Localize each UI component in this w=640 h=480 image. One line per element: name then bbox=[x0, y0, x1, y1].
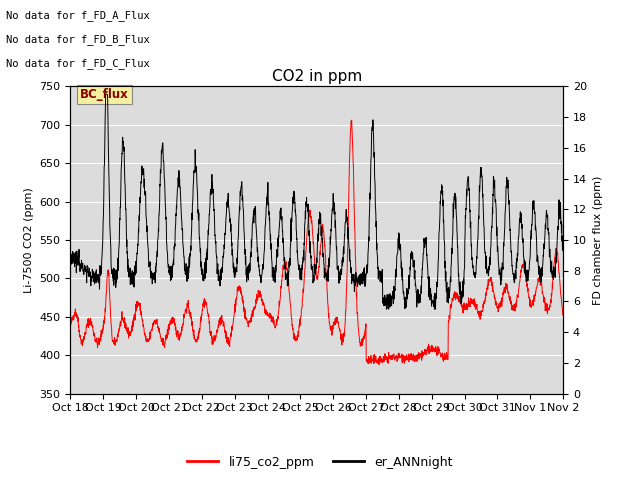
Y-axis label: FD chamber flux (ppm): FD chamber flux (ppm) bbox=[593, 175, 603, 305]
Text: BC_flux: BC_flux bbox=[80, 88, 129, 101]
Text: No data for f_FD_C_Flux: No data for f_FD_C_Flux bbox=[6, 58, 150, 69]
Text: No data for f_FD_A_Flux: No data for f_FD_A_Flux bbox=[6, 10, 150, 21]
Text: No data for f_FD_B_Flux: No data for f_FD_B_Flux bbox=[6, 34, 150, 45]
Legend: li75_co2_ppm, er_ANNnight: li75_co2_ppm, er_ANNnight bbox=[182, 451, 458, 474]
Y-axis label: Li-7500 CO2 (ppm): Li-7500 CO2 (ppm) bbox=[24, 187, 34, 293]
Title: CO2 in ppm: CO2 in ppm bbox=[271, 69, 362, 84]
